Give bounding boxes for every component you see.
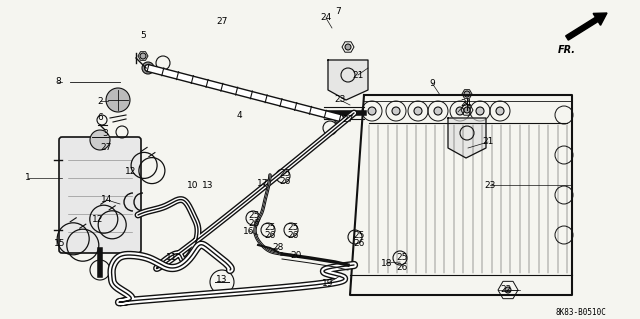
Text: 26: 26 [396,263,408,271]
Text: 20: 20 [291,250,301,259]
Text: 12: 12 [92,216,104,225]
Text: 14: 14 [101,196,113,204]
Circle shape [476,107,484,115]
Circle shape [140,53,146,59]
Text: 9: 9 [429,78,435,87]
Polygon shape [448,118,486,158]
Text: 5: 5 [140,31,146,40]
Circle shape [464,107,470,113]
Circle shape [434,107,442,115]
Text: 25: 25 [396,254,408,263]
Circle shape [142,62,154,74]
Text: 25: 25 [248,211,260,219]
Text: 8K83-B0510C: 8K83-B0510C [555,308,606,317]
Circle shape [496,107,504,115]
Text: 26: 26 [279,177,291,187]
Circle shape [456,107,464,115]
Text: 26: 26 [353,240,365,249]
Circle shape [392,107,400,115]
Text: 10: 10 [188,182,199,190]
FancyBboxPatch shape [59,137,141,253]
Text: 2: 2 [97,97,103,106]
Text: 1: 1 [25,174,31,182]
Text: 27: 27 [100,144,112,152]
Text: 21: 21 [483,137,493,146]
Text: FR.: FR. [558,45,576,55]
Text: 26: 26 [287,232,299,241]
Circle shape [90,130,110,150]
Text: 17: 17 [257,180,269,189]
Text: 21: 21 [352,70,364,79]
Polygon shape [328,60,368,100]
Text: 28: 28 [272,243,284,253]
Text: 16: 16 [243,226,255,235]
Circle shape [368,107,376,115]
Text: 11: 11 [166,253,178,262]
Text: 27: 27 [216,18,228,26]
Text: 15: 15 [54,239,66,248]
Text: 6: 6 [97,113,103,122]
Text: 25: 25 [264,222,276,232]
Text: 13: 13 [202,182,214,190]
Text: 3: 3 [102,129,108,137]
Text: 23: 23 [484,181,496,189]
Text: 19: 19 [323,278,333,287]
Text: 7: 7 [335,8,341,17]
Text: 26: 26 [264,232,276,241]
Text: 27: 27 [342,115,354,124]
Text: 25: 25 [279,168,291,177]
Text: 25: 25 [287,222,299,232]
Circle shape [464,91,470,97]
Circle shape [106,88,130,112]
Circle shape [505,287,511,293]
Text: 13: 13 [216,276,228,285]
Text: 18: 18 [381,258,393,268]
Text: 25: 25 [353,231,365,240]
Text: 22: 22 [500,286,511,294]
Text: 26: 26 [248,219,260,228]
Text: 8: 8 [55,78,61,86]
Text: 23: 23 [334,95,346,105]
Text: 24: 24 [321,13,332,23]
Circle shape [414,107,422,115]
Text: 12: 12 [125,167,137,176]
Text: 4: 4 [236,110,242,120]
Circle shape [334,112,346,124]
Circle shape [345,44,351,50]
FancyArrow shape [566,13,607,40]
Text: 24: 24 [460,99,472,108]
